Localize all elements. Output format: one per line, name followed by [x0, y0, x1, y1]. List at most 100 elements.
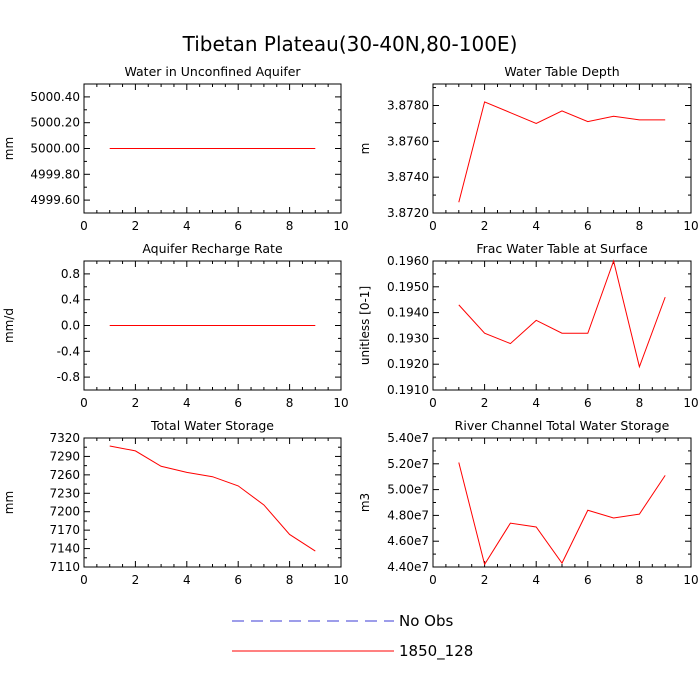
x-tick-label: 8 [286, 396, 294, 410]
panel-5: Total Water Storage 0 2 4 6 8 10 7110 7140 7170 72… [2, 418, 349, 587]
x-tick-label: 0 [80, 573, 88, 587]
x-tick-label: 0 [429, 573, 437, 587]
y-tick-label: 0.1960 [387, 254, 429, 268]
y-tick-label: 0.8 [61, 267, 80, 281]
y-tick-label: 5.40e7 [387, 431, 429, 445]
series-line [458, 462, 666, 566]
panel-title: Water in Unconfined Aquifer [124, 64, 301, 79]
x-tick-label: 10 [683, 219, 698, 233]
x-tick-label: 6 [234, 396, 242, 410]
y-tick-label: 3.8760 [387, 134, 429, 148]
panel-2: Water Table Depth 0 2 4 6 8 10 3.8720 3.8740 3.87… [358, 64, 699, 233]
x-tick-label: 2 [481, 396, 489, 410]
y-tick-label: 7320 [49, 431, 80, 445]
panel-4: Frac Water Table at Surface 0 2 4 6 8 10 0.1910… [358, 241, 699, 410]
x-tick-label: 4 [183, 219, 191, 233]
x-tick-label: 10 [683, 573, 698, 587]
y-tick-label: 7110 [49, 560, 80, 574]
x-tick-label: 2 [481, 573, 489, 587]
panel-title: Frac Water Table at Surface [476, 241, 648, 256]
y-tick-label: 0.1930 [387, 331, 429, 345]
x-tick-label: 4 [183, 573, 191, 587]
panel-3: Aquifer Recharge Rate 0 2 4 6 8 10 -0.8 -0.4 0.0 0… [2, 241, 349, 410]
y-tick-label: 5000.00 [30, 142, 80, 156]
y-axis-label: mm [2, 137, 16, 160]
y-tick-label: 3.8780 [387, 99, 429, 113]
x-tick-label: 2 [132, 573, 140, 587]
y-tick-label: 7170 [49, 523, 80, 537]
panel-6: River Channel Total Water Storage 0 2 4 6 8 10… [358, 418, 699, 587]
plot-frame [432, 437, 692, 568]
panel-title: River Channel Total Water Storage [455, 418, 670, 433]
x-tick-label: 2 [132, 396, 140, 410]
y-tick-label: -0.8 [57, 370, 80, 384]
y-tick-label: 4.80e7 [387, 508, 429, 522]
y-tick-label: 5.20e7 [387, 457, 429, 471]
y-tick-label: -0.4 [57, 344, 80, 358]
x-tick-label: 0 [429, 219, 437, 233]
y-tick-label: 5.00e7 [387, 483, 429, 497]
x-tick-label: 10 [333, 396, 348, 410]
x-tick-label: 6 [584, 396, 592, 410]
x-tick-label: 6 [584, 219, 592, 233]
panel-title: Total Water Storage [150, 418, 274, 433]
x-tick-label: 10 [683, 396, 698, 410]
y-tick-label: 7230 [49, 486, 80, 500]
panels-container: Water in Unconfined Aquifer 0 2 4 6 8 10 4999.6… [2, 64, 699, 587]
y-tick-label: 0.0 [61, 319, 80, 333]
y-tick-label: 4999.80 [30, 167, 80, 181]
x-tick-label: 6 [584, 573, 592, 587]
y-axis-label: mm/d [2, 308, 16, 343]
panel-title: Aquifer Recharge Rate [142, 241, 283, 256]
y-axis-label: m3 [358, 493, 372, 512]
x-tick-label: 4 [532, 219, 540, 233]
x-tick-label: 2 [132, 219, 140, 233]
series-line [458, 259, 666, 369]
y-tick-label: 5000.20 [30, 116, 80, 130]
x-tick-label: 0 [429, 396, 437, 410]
x-tick-label: 8 [636, 219, 644, 233]
x-tick-label: 8 [636, 396, 644, 410]
y-tick-label: 7200 [49, 505, 80, 519]
legend: No Obs 1850_128 [232, 612, 473, 661]
legend-label-2: 1850_128 [399, 642, 473, 661]
y-tick-label: 4999.60 [30, 193, 80, 207]
x-tick-label: 8 [286, 573, 294, 587]
y-tick-label: 4.60e7 [387, 534, 429, 548]
y-axis-label: unitless [0-1] [358, 286, 372, 365]
y-tick-label: 4.40e7 [387, 560, 429, 574]
x-tick-label: 8 [286, 219, 294, 233]
y-tick-label: 7290 [49, 449, 80, 463]
y-tick-label: 0.4 [61, 293, 80, 307]
figure-title: Tibetan Plateau(30-40N,80-100E) [182, 32, 518, 56]
x-tick-label: 0 [80, 219, 88, 233]
y-tick-label: 3.8740 [387, 170, 429, 184]
panel-title: Water Table Depth [504, 64, 619, 79]
plot-frame [432, 83, 692, 214]
y-tick-label: 5000.40 [30, 90, 80, 104]
series-line [458, 101, 666, 203]
y-axis-label: m [358, 143, 372, 155]
x-tick-label: 0 [80, 396, 88, 410]
plot-frame [83, 437, 342, 568]
x-tick-label: 4 [183, 396, 191, 410]
x-tick-label: 4 [532, 573, 540, 587]
y-tick-label: 3.8720 [387, 206, 429, 220]
x-tick-label: 6 [234, 219, 242, 233]
x-tick-label: 6 [234, 573, 242, 587]
panel-1: Water in Unconfined Aquifer 0 2 4 6 8 10 4999.6… [2, 64, 349, 233]
series-line [109, 445, 316, 552]
y-tick-label: 0.1940 [387, 306, 429, 320]
y-tick-label: 7140 [49, 542, 80, 556]
x-tick-label: 10 [333, 573, 348, 587]
y-axis-label: mm [2, 491, 16, 514]
y-tick-label: 7260 [49, 468, 80, 482]
x-tick-label: 2 [481, 219, 489, 233]
y-tick-label: 0.1950 [387, 280, 429, 294]
x-tick-label: 10 [333, 219, 348, 233]
y-tick-label: 0.1920 [387, 357, 429, 371]
y-tick-label: 0.1910 [387, 383, 429, 397]
plot-frame [432, 260, 692, 391]
x-tick-label: 4 [532, 396, 540, 410]
